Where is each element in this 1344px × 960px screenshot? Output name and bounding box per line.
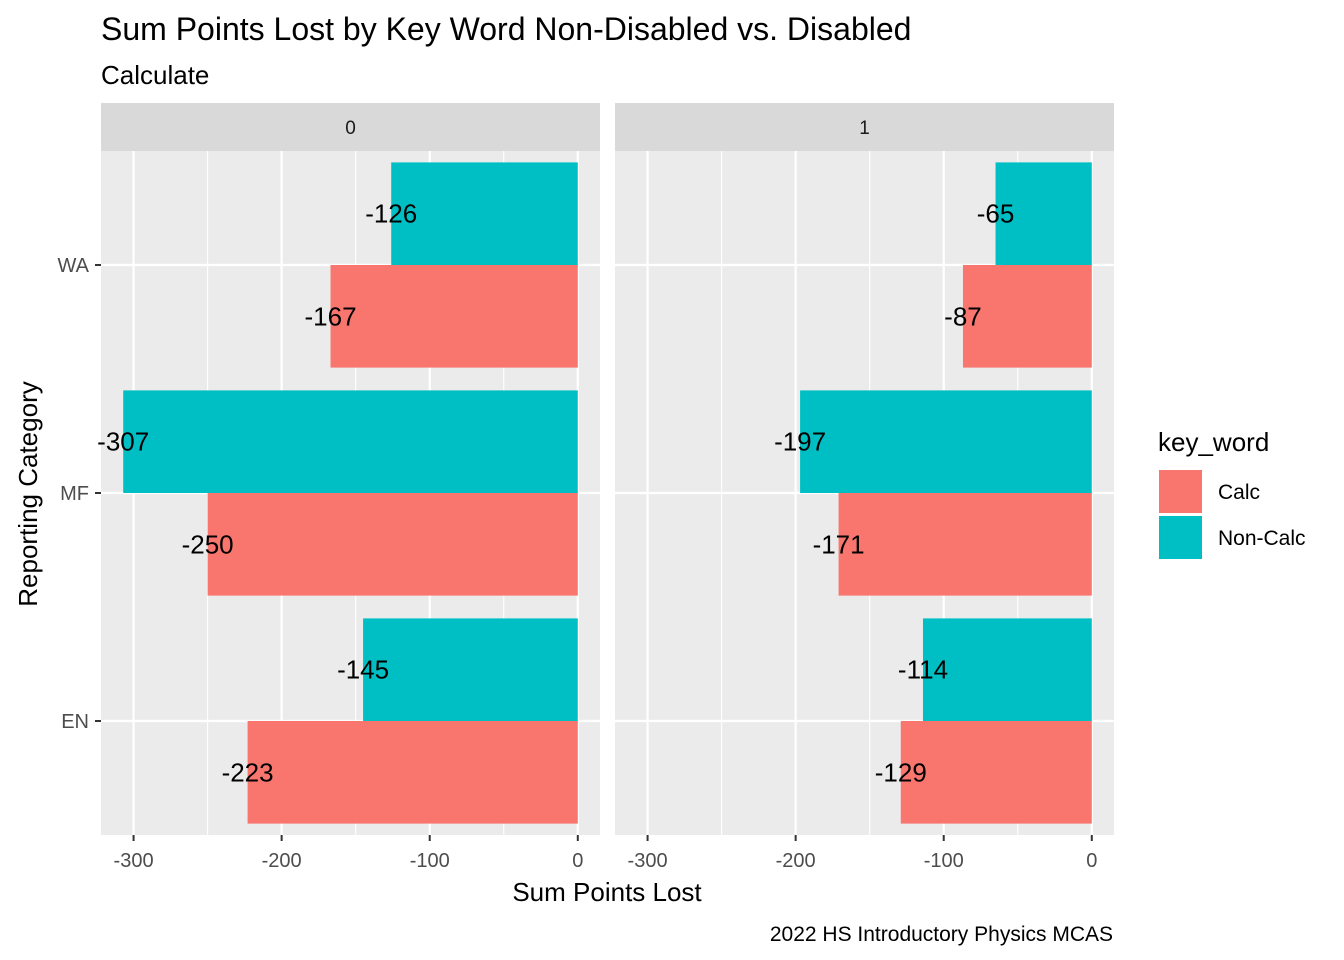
bar-non-calc-en	[922, 618, 1092, 721]
legend-key-calc	[1159, 470, 1202, 513]
bar-non-calc-wa	[995, 162, 1092, 265]
y-tick-label: MF	[60, 483, 89, 505]
y-tick-label: WA	[58, 255, 90, 277]
y-axis-title: Reporting Category	[13, 381, 43, 606]
bar-calc-mf	[207, 493, 578, 596]
y-axis: WA MF EN	[58, 255, 101, 733]
x-tick-label: 0	[1086, 850, 1097, 872]
bar-label: -223	[222, 757, 274, 787]
bar-label: -65	[977, 199, 1015, 229]
bar-calc-wa	[962, 265, 1092, 368]
facet-panel-1: -87 -171 -129 -65 -197 -114 1 -300 -200 -100 0	[615, 103, 1114, 872]
facet-strip	[101, 103, 600, 151]
bar-label: -197	[774, 427, 826, 457]
x-tick-label: -100	[410, 850, 450, 872]
legend-label: Non-Calc	[1218, 527, 1306, 550]
bar-non-calc-wa	[391, 162, 578, 265]
x-axis-title: Sum Points Lost	[512, 877, 702, 907]
bar-label: -87	[944, 301, 982, 331]
bar-calc-en	[247, 721, 578, 824]
bar-label: -307	[97, 427, 149, 457]
legend-key-non-calc	[1159, 516, 1202, 559]
legend: key_word Calc Non-Calc	[1158, 427, 1306, 559]
bar-label: -167	[304, 301, 356, 331]
bar-non-calc-mf	[800, 390, 1092, 493]
bar-label: -250	[182, 529, 234, 559]
bar-non-calc-mf	[123, 390, 578, 493]
bar-label: -114	[898, 655, 948, 685]
bar-calc-mf	[838, 493, 1092, 596]
bar-non-calc-en	[363, 618, 578, 721]
x-tick-label: -200	[776, 850, 816, 872]
x-tick-label: -300	[628, 850, 668, 872]
x-tick-label: -100	[924, 850, 964, 872]
bar-calc-en	[900, 721, 1092, 824]
bar-label: -126	[365, 199, 417, 229]
bar-label: -171	[813, 529, 865, 559]
legend-label: Calc	[1218, 481, 1260, 504]
x-tick-label: -300	[114, 850, 154, 872]
bar-label: -145	[337, 655, 389, 685]
y-tick-label: EN	[61, 711, 89, 733]
facet-strip-label: 0	[345, 118, 356, 139]
chart-subtitle: Calculate	[101, 60, 209, 90]
facet-panel-0: -167 -250 -223 -126 -307 -145 0 -300 -200 -100 0	[97, 103, 600, 872]
bar-label: -129	[875, 757, 927, 787]
legend-title: key_word	[1158, 427, 1269, 457]
chart-title: Sum Points Lost by Key Word Non-Disabled…	[101, 11, 911, 47]
x-tick-label: -200	[262, 850, 302, 872]
x-tick-label: 0	[572, 850, 583, 872]
bar-calc-wa	[330, 265, 578, 368]
facet-strip	[615, 103, 1114, 151]
facet-strip-label: 1	[859, 118, 870, 139]
caption: 2022 HS Introductory Physics MCAS	[770, 923, 1113, 946]
